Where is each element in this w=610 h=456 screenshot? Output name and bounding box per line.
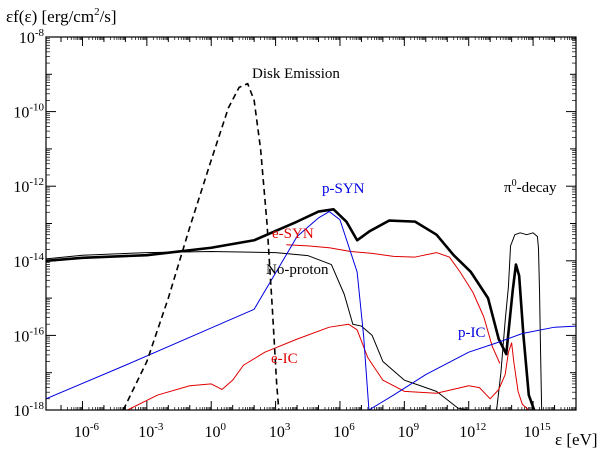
annotation-esyn: e-SYN [272, 226, 314, 242]
y-tick-label: 10-12 [13, 176, 44, 196]
annotation-psyn: p-SYN [322, 181, 365, 197]
annotation-noproton: No-proton [266, 262, 329, 278]
x-tick-label: 103 [269, 421, 291, 441]
y-tick-label: 10-18 [13, 400, 44, 420]
annotation-eic: e-IC [271, 351, 298, 367]
x-tick-label: 10-3 [138, 421, 164, 441]
x-tick-label: 106 [333, 421, 355, 441]
x-tick-label: 109 [398, 421, 420, 441]
annotation-disk: Disk Emission [252, 66, 340, 82]
series-layer [46, 84, 576, 410]
series-disk-line [123, 84, 279, 410]
x-axis-label: ε [eV] [555, 430, 598, 449]
series-pi0-line [497, 233, 542, 410]
series-psyn-line [46, 212, 369, 410]
annotation-pic: p-IC [458, 325, 486, 341]
y-tick-label: 10-14 [13, 251, 44, 271]
y-axis-label-tail: /s] [100, 7, 117, 26]
annotations: Disk Emission p-SYN e-SYN No-proton e-IC p-IC… [252, 66, 557, 367]
y-axis-label: εf(ε) [erg/cm2/s] [6, 6, 117, 26]
x-tick-label: 1012 [459, 421, 486, 441]
x-tick-label: 10-6 [74, 421, 100, 441]
y-tick-label: 10-8 [19, 27, 45, 47]
y-axis-label-main: εf(ε) [erg/cm [6, 7, 94, 26]
series-noproton-line [46, 251, 469, 410]
y-tick-label: 10-16 [13, 325, 44, 345]
x-tick-label: 1015 [524, 421, 552, 441]
y-tick-label: 10-10 [13, 102, 44, 122]
x-tick-label: 100 [204, 421, 226, 441]
plot-frame [46, 37, 576, 410]
annotation-pi0: π0-decay [504, 178, 557, 196]
axis-ticks [46, 37, 576, 410]
